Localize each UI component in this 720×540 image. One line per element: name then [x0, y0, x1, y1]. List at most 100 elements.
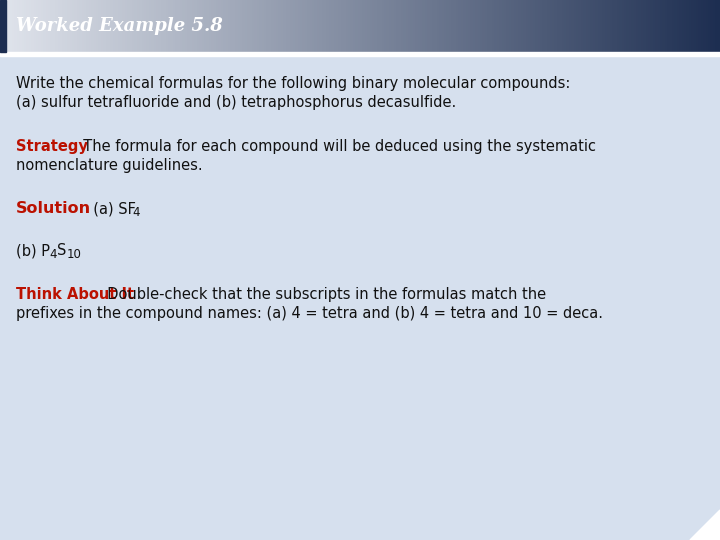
Text: (b) P: (b) P [16, 243, 50, 258]
Bar [398, 0, 402, 52]
Bar [245, 0, 248, 52]
Bar [106, 0, 109, 52]
Bar [257, 0, 260, 52]
Bar [348, 0, 351, 52]
Bar [254, 0, 258, 52]
Bar [477, 0, 481, 52]
Bar [667, 0, 670, 52]
Bar [703, 0, 706, 52]
Bar [504, 0, 508, 52]
Bar [583, 0, 587, 52]
Bar [711, 0, 714, 52]
Bar [67, 0, 71, 52]
Bar [619, 0, 623, 52]
Bar [454, 0, 457, 52]
Bar [461, 0, 464, 52]
Bar [554, 0, 558, 52]
Bar [648, 0, 652, 52]
Bar [545, 0, 548, 52]
Bar [677, 0, 680, 52]
Bar [495, 0, 498, 52]
Bar [276, 0, 279, 52]
Bar [307, 0, 310, 52]
Bar [405, 0, 409, 52]
Bar [715, 0, 719, 52]
Bar [588, 0, 591, 52]
Bar [650, 0, 654, 52]
Bar [89, 0, 92, 52]
Bar [643, 0, 647, 52]
Bar [125, 0, 128, 52]
Bar [2, 0, 6, 52]
Bar [646, 0, 649, 52]
Bar [698, 0, 702, 52]
Bar [144, 0, 148, 52]
Bar [158, 0, 162, 52]
Bar [315, 0, 318, 52]
Bar [70, 0, 73, 52]
Bar [542, 0, 546, 52]
Bar [706, 0, 709, 52]
Bar [665, 0, 668, 52]
Bar [302, 0, 306, 52]
Bar [329, 0, 332, 52]
Bar [353, 0, 356, 52]
Bar [264, 0, 267, 52]
Bar [297, 0, 301, 52]
Bar [343, 0, 346, 52]
Bar [516, 0, 519, 52]
Text: (a) SF: (a) SF [84, 201, 136, 217]
Bar [629, 0, 632, 52]
Bar [281, 0, 284, 52]
Bar [168, 0, 171, 52]
Bar [672, 0, 675, 52]
Bar [420, 0, 423, 52]
Bar [38, 0, 42, 52]
Bar [34, 0, 37, 52]
Bar [377, 0, 380, 52]
Bar [598, 0, 601, 52]
Bar [137, 0, 140, 52]
Bar [218, 0, 222, 52]
Bar [533, 0, 536, 52]
Bar [259, 0, 263, 52]
Bar [523, 0, 526, 52]
Bar [384, 0, 387, 52]
Bar [559, 0, 562, 52]
Bar [151, 0, 155, 52]
Bar [468, 0, 472, 52]
Bar [41, 0, 44, 52]
Bar [427, 0, 431, 52]
Bar [355, 0, 359, 52]
Bar [274, 0, 277, 52]
Bar [45, 0, 49, 52]
Bar [670, 0, 673, 52]
Bar [43, 0, 47, 52]
Bar [590, 0, 594, 52]
Bar [346, 0, 349, 52]
Bar [202, 0, 205, 52]
Bar [96, 0, 99, 52]
Bar [552, 0, 555, 52]
Bar [485, 0, 488, 52]
Bar [7, 0, 11, 52]
Bar [482, 0, 486, 52]
Bar [576, 0, 580, 52]
Bar [415, 0, 418, 52]
Bar [122, 0, 126, 52]
Bar [595, 0, 598, 52]
Bar [182, 0, 186, 52]
Bar [382, 0, 385, 52]
Bar [209, 0, 212, 52]
Bar [55, 0, 58, 52]
Text: The formula for each compound will be deduced using the systematic: The formula for each compound will be de… [74, 139, 596, 154]
Bar [99, 0, 102, 52]
Text: Think About It: Think About It [16, 287, 134, 302]
Bar [211, 0, 215, 52]
Bar [0, 0, 6, 52]
Bar [22, 0, 25, 52]
Bar [372, 0, 375, 52]
Bar [473, 0, 476, 52]
Bar [449, 0, 452, 52]
Polygon shape [690, 510, 720, 540]
